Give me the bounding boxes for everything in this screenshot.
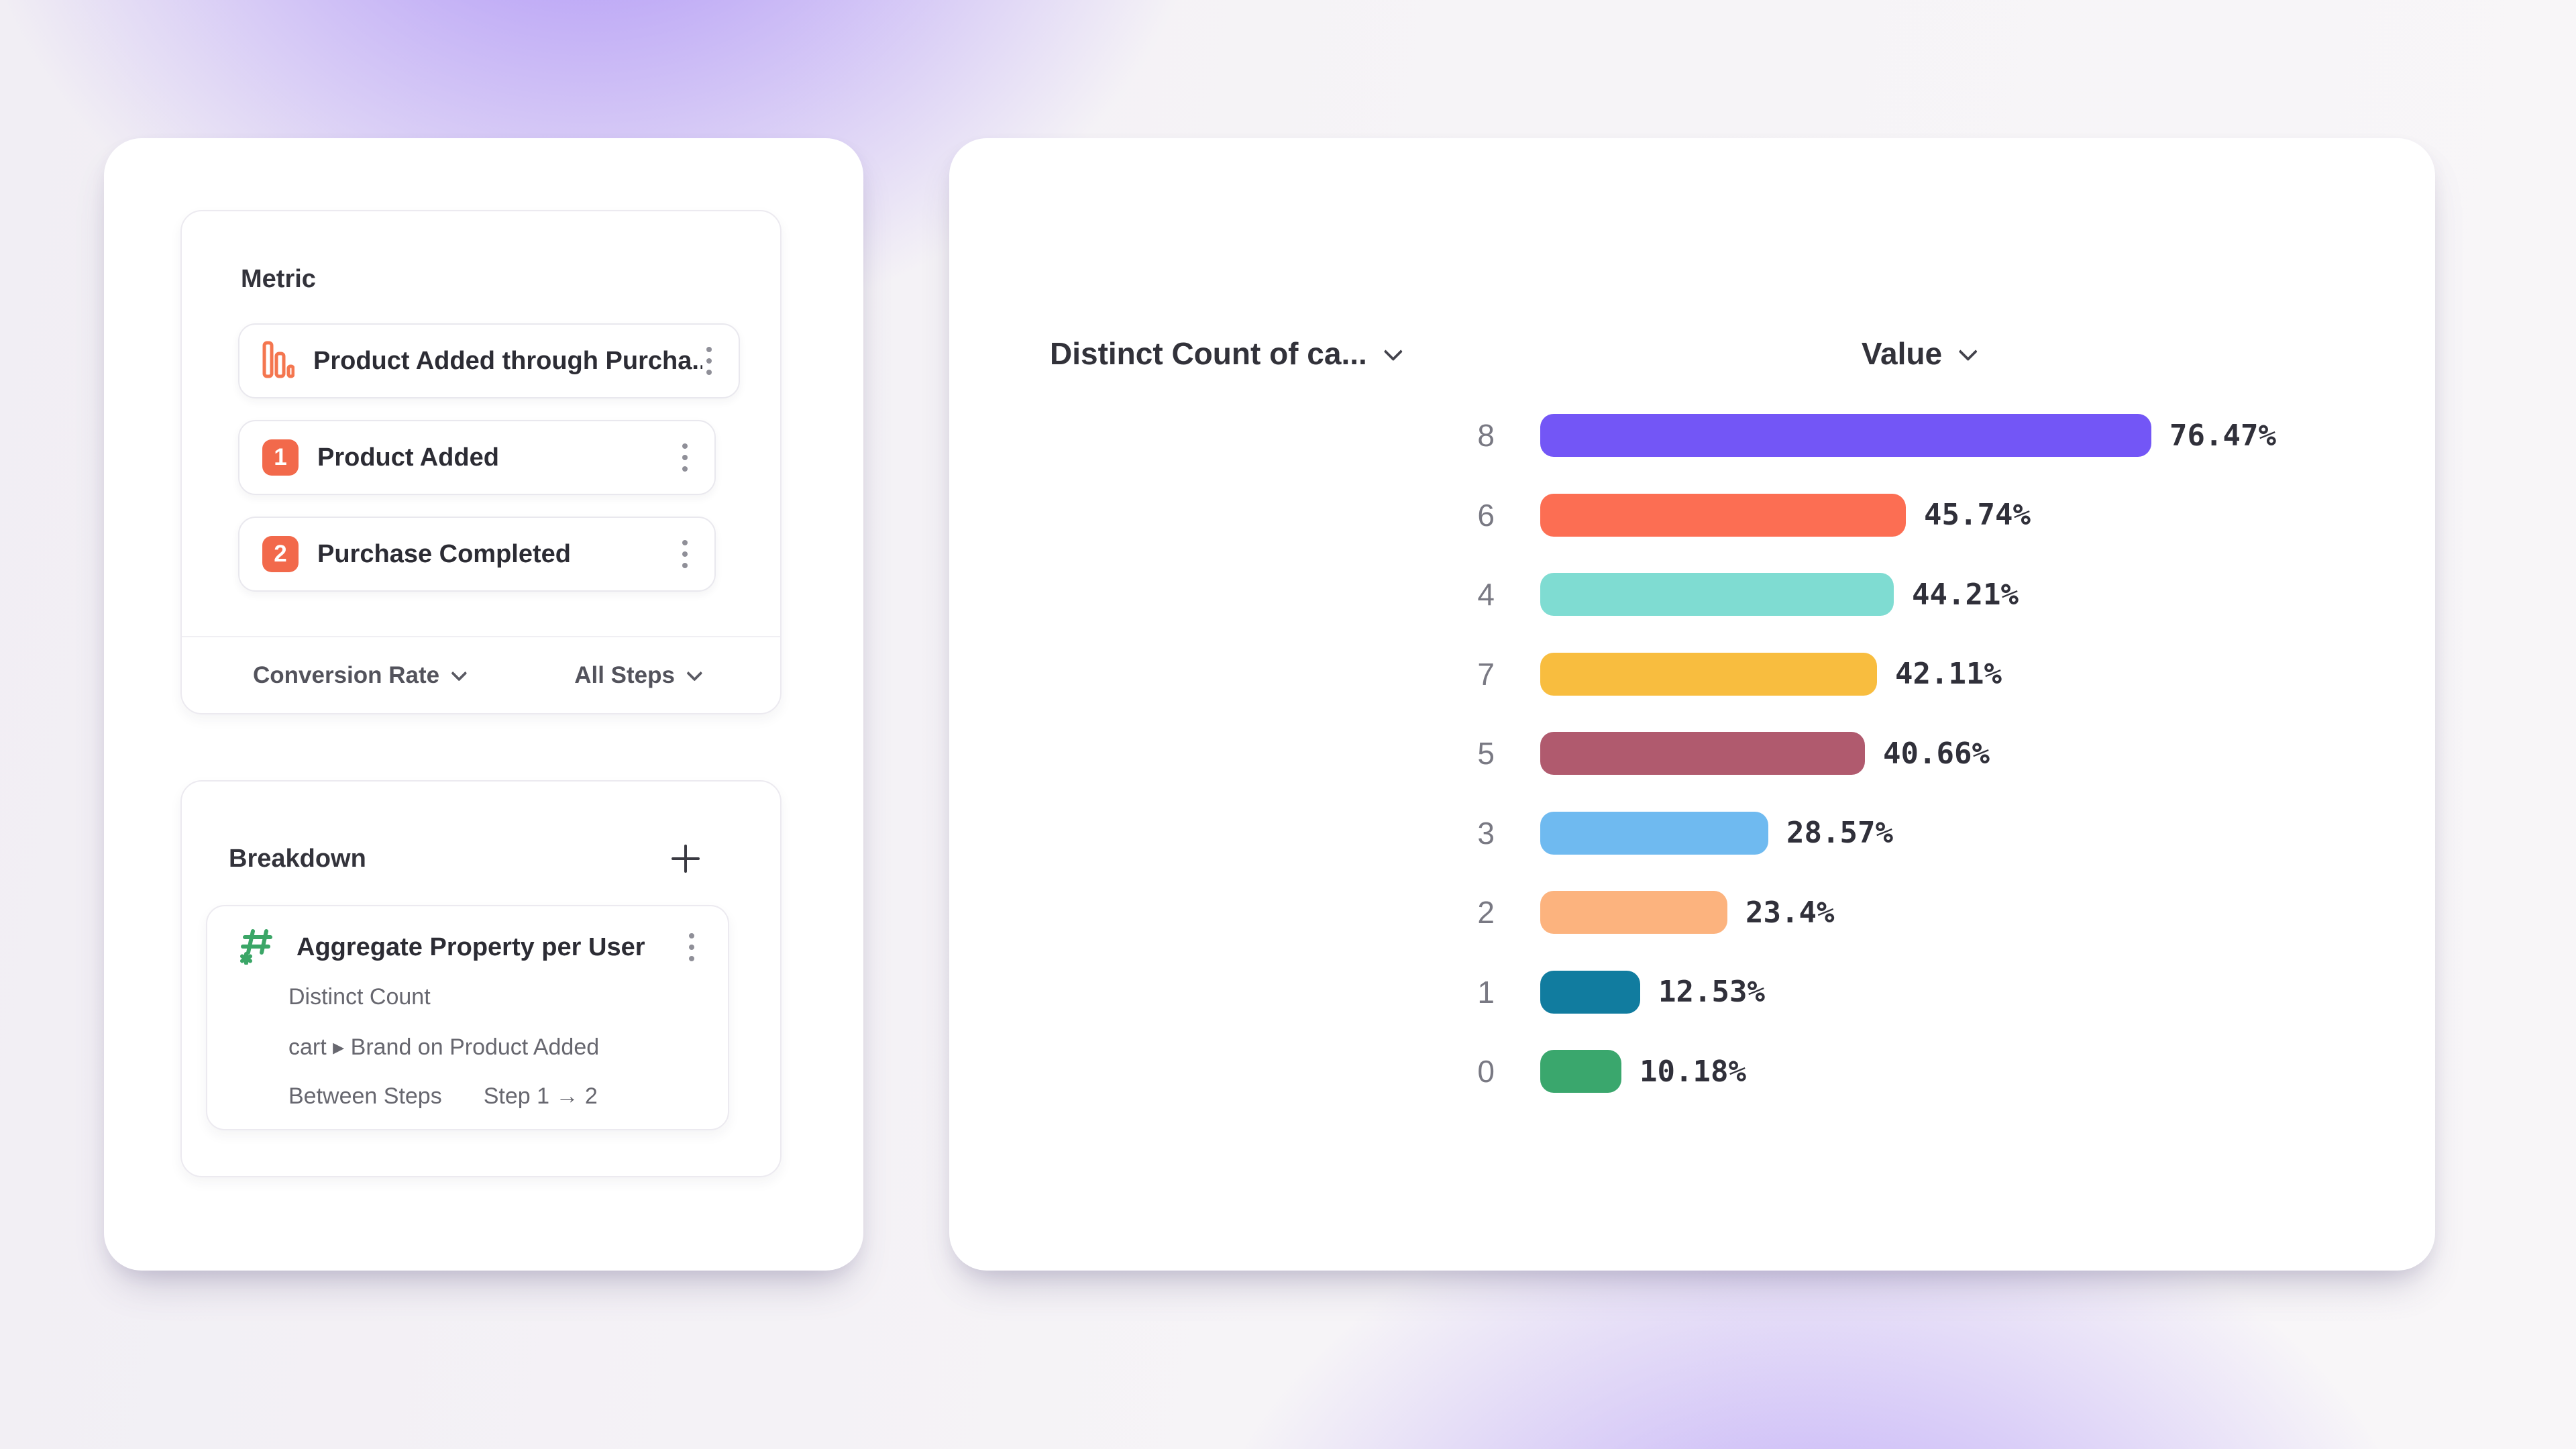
kebab-menu-icon[interactable] xyxy=(685,929,698,965)
category-label: 1 xyxy=(1477,974,1495,1010)
category-label: 5 xyxy=(1477,736,1495,771)
funnel-chart-icon xyxy=(262,341,295,382)
value-label: 12.53% xyxy=(1658,975,1765,1010)
step-number-badge: 1 xyxy=(262,439,299,476)
chevron-down-icon xyxy=(451,665,468,682)
metric-section-title: Metric xyxy=(241,265,316,293)
value-label: 44.21% xyxy=(1912,577,2019,612)
chart-row: 8 76.47% xyxy=(949,396,2435,476)
bar[interactable] xyxy=(1540,652,1877,696)
category-column-header-dropdown[interactable]: Distinct Count of ca... xyxy=(1050,335,1403,372)
breakdown-item-card[interactable]: Aggregate Property per User Distinct Cou… xyxy=(206,905,729,1130)
category-label: 2 xyxy=(1477,895,1495,930)
conversion-rate-dropdown[interactable]: Conversion Rate xyxy=(253,662,468,689)
step-label: Product Added xyxy=(317,443,499,472)
chart-row: 6 45.74% xyxy=(949,476,2435,555)
breakdown-section-title: Breakdown xyxy=(229,845,366,873)
funnel-step-row-1[interactable]: 1 Product Added xyxy=(238,420,716,495)
value-label: 42.11% xyxy=(1895,657,2002,692)
bar[interactable] xyxy=(1540,970,1640,1014)
category-label: 7 xyxy=(1477,656,1495,692)
bar[interactable] xyxy=(1540,811,1768,855)
bar[interactable] xyxy=(1540,732,1865,775)
category-label: 3 xyxy=(1477,815,1495,851)
add-breakdown-button[interactable] xyxy=(670,843,701,874)
value-label: 28.57% xyxy=(1786,816,1893,851)
chart-row: 4 44.21% xyxy=(949,555,2435,635)
category-label: 0 xyxy=(1477,1054,1495,1089)
chart-panel: Distinct Count of ca... Value 8 76.47% 6 45… xyxy=(949,138,2435,1271)
bar[interactable] xyxy=(1540,891,1727,934)
chart-row: 7 42.11% xyxy=(949,635,2435,714)
bar-chart: 8 76.47% 6 45.74% 4 44.21% 7 42.11% 5 40.66% 3 28.5… xyxy=(949,396,2435,1112)
bar[interactable] xyxy=(1540,1050,1621,1093)
category-label: 4 xyxy=(1477,577,1495,612)
kebab-menu-icon[interactable] xyxy=(678,536,692,572)
funnel-metric-label: Product Added through Purcha... xyxy=(313,346,702,375)
query-builder-panel: Metric Product Added through Purcha... 1… xyxy=(104,138,863,1271)
all-steps-dropdown[interactable]: All Steps xyxy=(574,662,703,689)
value-label: 76.47% xyxy=(2169,418,2276,453)
chart-row: 3 28.57% xyxy=(949,794,2435,873)
value-label: 45.74% xyxy=(1924,498,2031,533)
category-label: 6 xyxy=(1477,497,1495,533)
chart-row: 2 23.4% xyxy=(949,873,2435,953)
chart-row: 5 40.66% xyxy=(949,714,2435,794)
breakdown-scope: Between Steps Step 1 → 2 xyxy=(288,1083,598,1110)
value-label: 23.4% xyxy=(1746,895,1835,930)
bar[interactable] xyxy=(1540,493,1906,537)
kebab-menu-icon[interactable] xyxy=(702,343,716,379)
metric-footer: Conversion Rate All Steps xyxy=(182,636,780,713)
breakdown-aggregation: Distinct Count xyxy=(288,984,431,1010)
kebab-menu-icon[interactable] xyxy=(678,439,692,476)
breakdown-item-title: Aggregate Property per User xyxy=(297,932,645,961)
chevron-down-icon xyxy=(1383,342,1403,362)
value-column-header-dropdown[interactable]: Value xyxy=(1862,335,1978,372)
step-label: Purchase Completed xyxy=(317,539,571,568)
chart-row: 0 10.18% xyxy=(949,1032,2435,1112)
breakdown-scope-label: Between Steps xyxy=(288,1083,442,1109)
funnel-metric-row[interactable]: Product Added through Purcha... xyxy=(238,323,740,398)
chevron-down-icon xyxy=(1958,342,1978,362)
breakdown-card: Breakdown Aggregate Property per User xyxy=(180,780,782,1177)
step-number-badge: 2 xyxy=(262,536,299,572)
chart-row: 1 12.53% xyxy=(949,953,2435,1032)
funnel-step-row-2[interactable]: 2 Purchase Completed xyxy=(238,517,716,592)
breakdown-property: cart ▸ Brand on Product Added xyxy=(288,1034,600,1060)
value-label: 10.18% xyxy=(1640,1054,1746,1089)
chevron-down-icon xyxy=(686,665,703,682)
value-label: 40.66% xyxy=(1883,736,1990,771)
breakdown-scope-value: Step 1 → 2 xyxy=(483,1083,598,1109)
bar[interactable] xyxy=(1540,573,1894,616)
metric-card: Metric Product Added through Purcha... 1… xyxy=(180,210,782,714)
bar[interactable] xyxy=(1540,414,2151,458)
aggregate-property-icon xyxy=(239,927,274,968)
category-label: 8 xyxy=(1477,418,1495,453)
